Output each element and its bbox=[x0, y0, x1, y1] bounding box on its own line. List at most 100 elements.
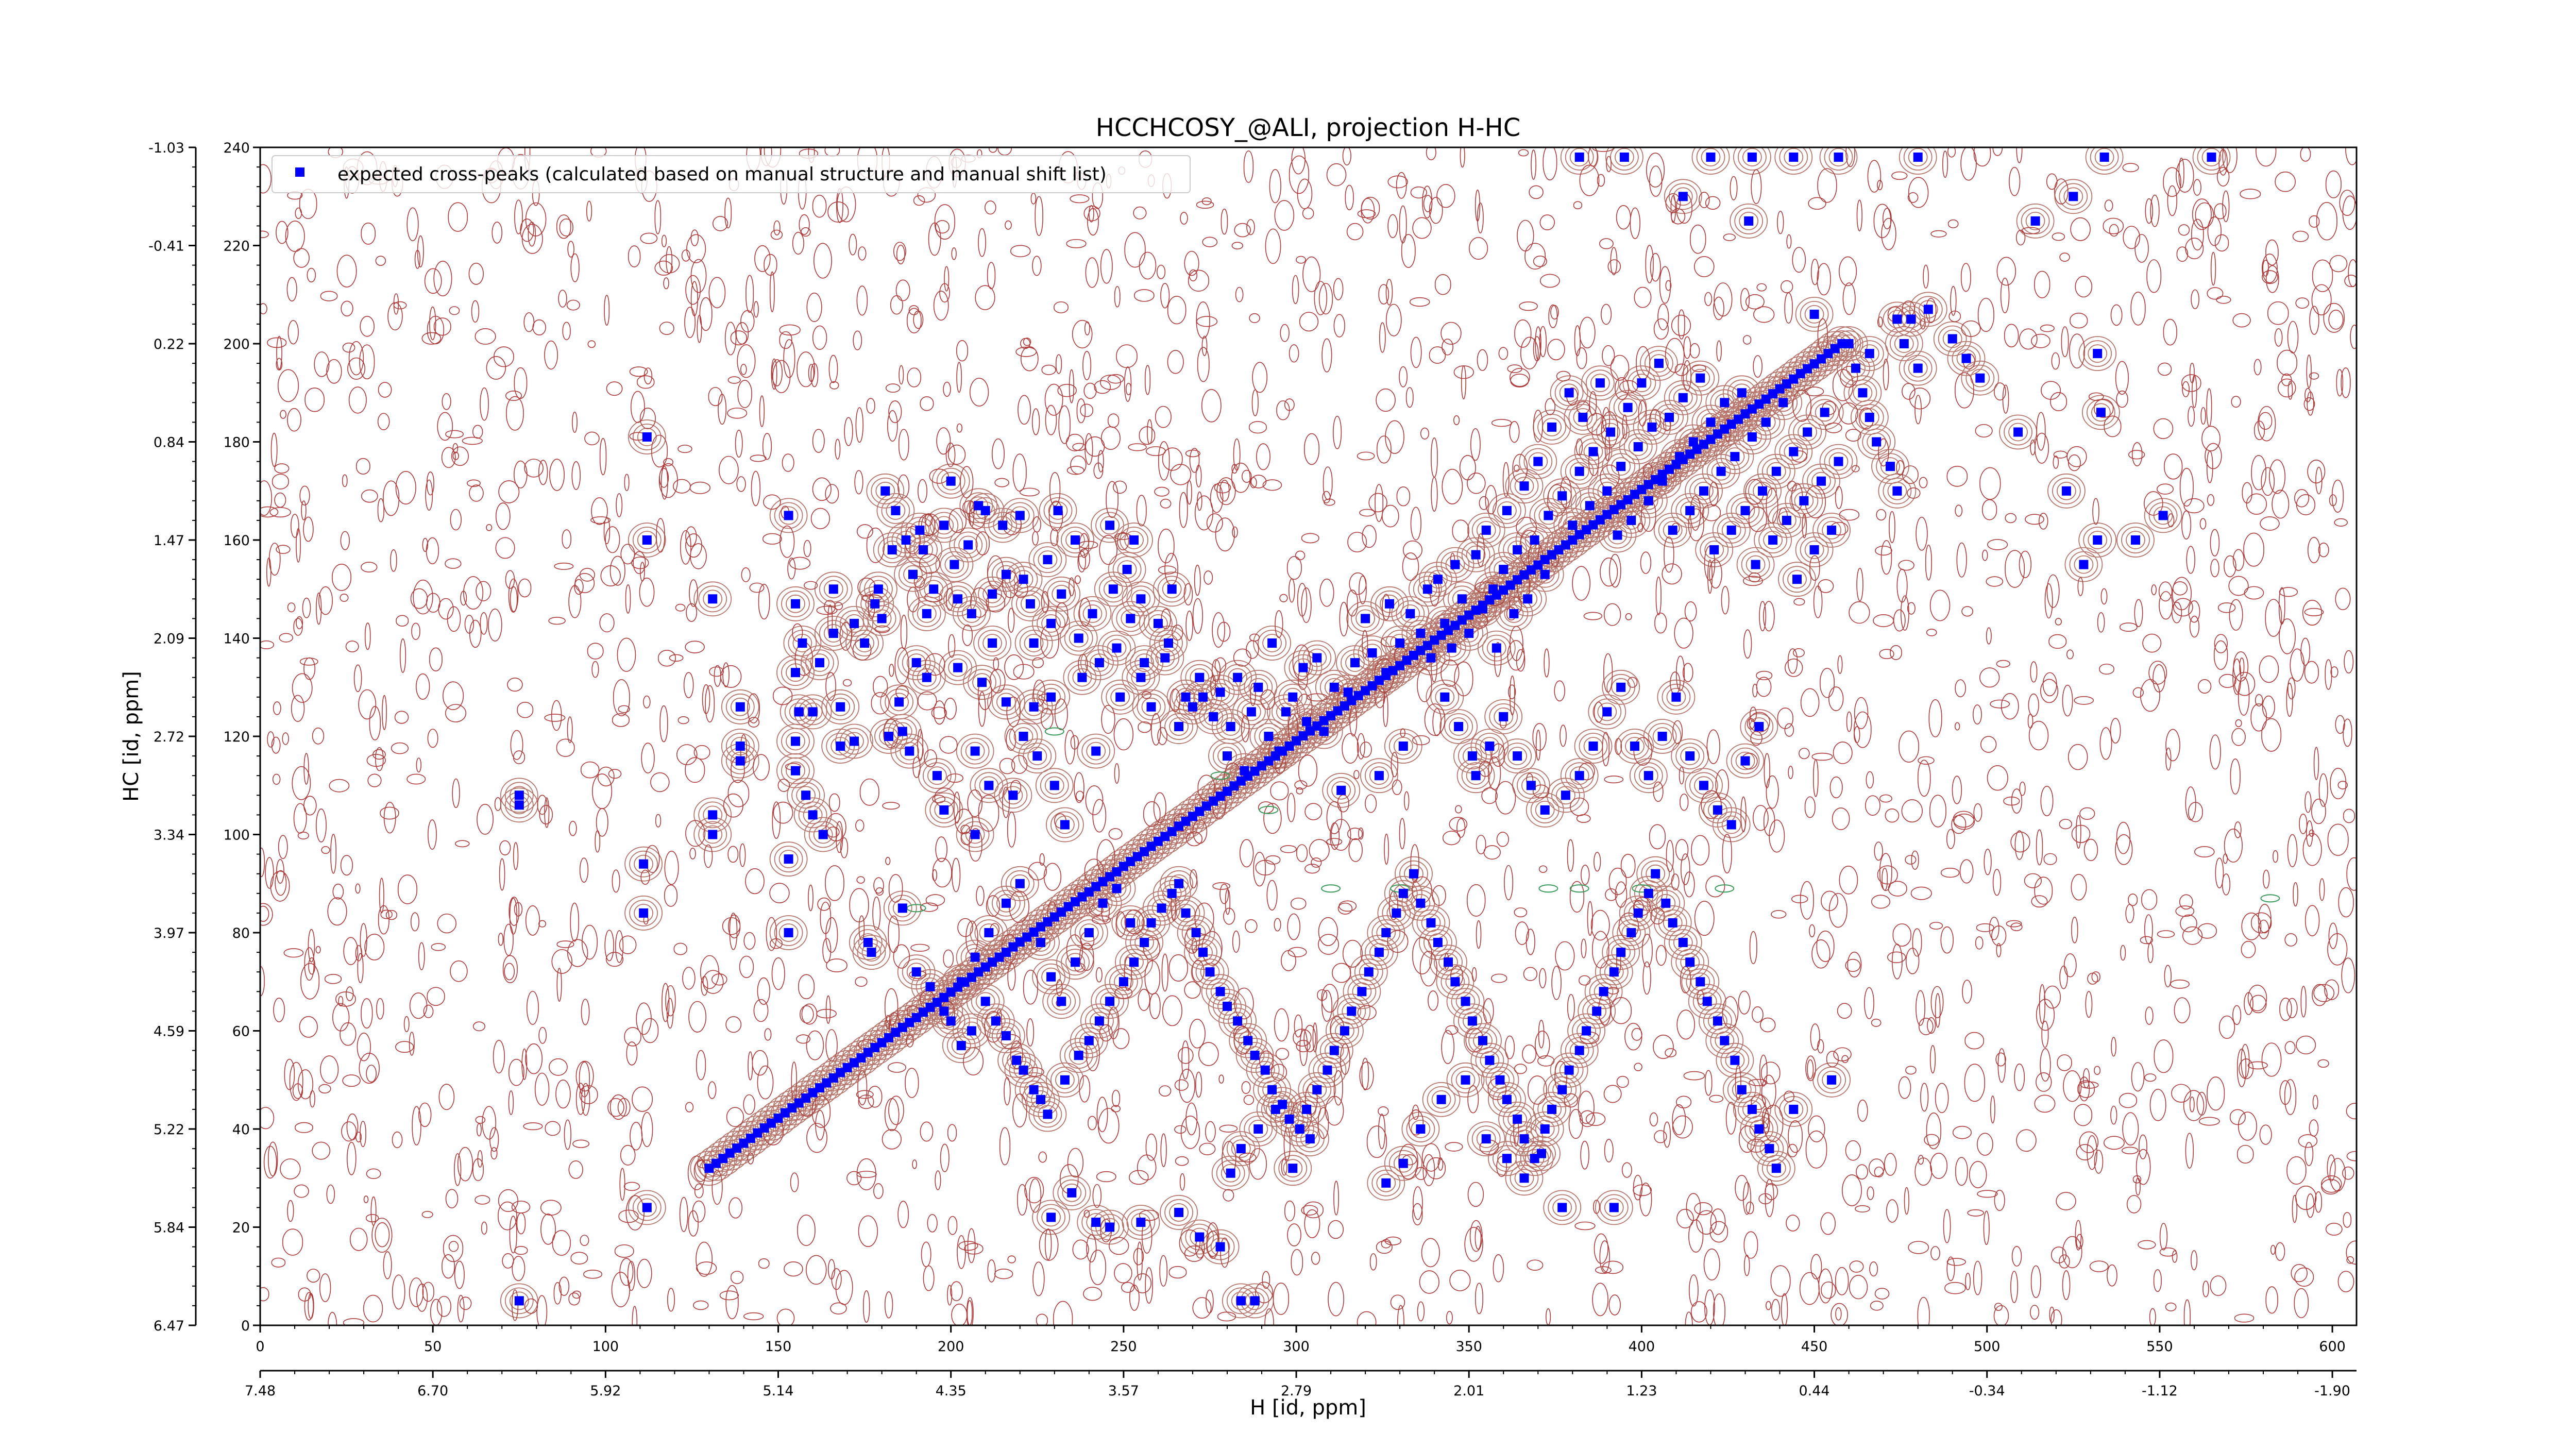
cross-peak-point bbox=[1347, 1006, 1357, 1016]
y-ppm-tick-label: -1.03 bbox=[148, 140, 184, 156]
cross-peak-point bbox=[1188, 702, 1197, 712]
cross-peak-point bbox=[1513, 751, 1522, 761]
cross-peak-point bbox=[784, 511, 793, 520]
cross-peak-point bbox=[1499, 565, 1509, 575]
cross-peak-point bbox=[1702, 997, 1712, 1006]
cross-peak-point bbox=[1226, 1168, 1235, 1178]
cross-peak-point bbox=[1094, 1016, 1104, 1026]
cross-peak-point bbox=[1398, 1158, 1408, 1168]
cross-peak-point bbox=[1761, 417, 1771, 427]
cross-peak-point bbox=[1053, 506, 1063, 515]
cross-peak-point bbox=[1540, 805, 1550, 815]
cross-peak-point bbox=[1236, 1144, 1246, 1154]
cross-peak-point bbox=[1167, 584, 1177, 594]
cross-peak-point bbox=[1057, 997, 1066, 1006]
cross-peak-point bbox=[836, 742, 845, 751]
cross-peak-point bbox=[1029, 702, 1039, 712]
cross-peak-point bbox=[1623, 402, 1633, 412]
expected-cross-peaks-series bbox=[514, 153, 2216, 1306]
cross-peak-point bbox=[1084, 928, 1094, 937]
cross-peak-point bbox=[1381, 1178, 1391, 1188]
cross-peak-point bbox=[514, 1296, 524, 1306]
cross-peak-point bbox=[1651, 869, 1660, 879]
cross-peak-point bbox=[1129, 535, 1139, 545]
x-ppm-tick-label: 2.01 bbox=[1453, 1383, 1484, 1399]
cross-peak-point bbox=[967, 1026, 976, 1036]
cross-peak-point bbox=[1478, 1036, 1487, 1046]
cross-peak-point bbox=[642, 535, 652, 545]
y-tick-label: 140 bbox=[223, 631, 250, 647]
x-tick-label: 250 bbox=[1110, 1339, 1137, 1355]
cross-peak-point bbox=[998, 520, 1008, 530]
cross-peak-point bbox=[1457, 594, 1467, 604]
x-tick-label: 400 bbox=[1629, 1339, 1655, 1355]
y-axis-ticks: 0 20 40 60 80 100 120 140 160 180 200 220 240 bbox=[223, 140, 260, 1334]
cross-peak-point bbox=[2069, 192, 2078, 201]
cross-peak-point bbox=[1643, 496, 1653, 506]
cross-peak-point bbox=[1678, 938, 1688, 947]
cross-peak-point bbox=[1740, 506, 1750, 515]
cross-peak-point bbox=[1409, 869, 1418, 879]
cross-peak-point bbox=[1191, 928, 1201, 937]
cross-peak-point bbox=[1215, 687, 1225, 697]
y-tick-label: 40 bbox=[232, 1122, 250, 1138]
cross-peak-point bbox=[1754, 1124, 1764, 1134]
cross-peak-point bbox=[1540, 1124, 1550, 1134]
cross-peak-point bbox=[1416, 898, 1426, 908]
cross-peak-point bbox=[1678, 192, 1688, 201]
cross-peak-point bbox=[1029, 1085, 1039, 1094]
cross-peak-point bbox=[1305, 1134, 1315, 1144]
x-ppm-tick-label: 7.48 bbox=[245, 1383, 276, 1399]
cross-peak-point bbox=[1205, 967, 1215, 977]
cross-peak-point bbox=[1892, 314, 1902, 324]
cross-peak-point bbox=[950, 560, 959, 569]
cross-peak-point bbox=[1215, 1242, 1225, 1252]
cross-peak-point bbox=[1364, 967, 1374, 977]
cross-peak-point bbox=[1105, 997, 1115, 1006]
cross-peak-point bbox=[1540, 569, 1550, 579]
cross-peak-point bbox=[1250, 1296, 1260, 1306]
negative-contour bbox=[1210, 771, 1230, 780]
cross-peak-point bbox=[1606, 427, 1616, 437]
cross-peak-point bbox=[1492, 643, 1501, 653]
cross-peak-point bbox=[1433, 575, 1443, 584]
cross-peak-point bbox=[1495, 1075, 1505, 1085]
y-ppm-axis: 6.47 5.84 5.22 4.59 3.97 3.34 2.72 2.09 1.47 0.84… bbox=[148, 140, 197, 1334]
cross-peak-point bbox=[905, 746, 914, 756]
cross-peak-point bbox=[1357, 987, 1367, 997]
cross-peak-point bbox=[1557, 1085, 1567, 1094]
cross-peak-point bbox=[1164, 638, 1173, 648]
cross-peak-point bbox=[1730, 1055, 1740, 1065]
chart-title: HCCHCOSY_@ALI, projection H-HC bbox=[1096, 113, 1521, 142]
negative-contour bbox=[1538, 884, 1558, 893]
cross-peak-point bbox=[808, 707, 818, 717]
peak-contours bbox=[500, 147, 2480, 1319]
cross-peak-point bbox=[919, 545, 928, 554]
cross-peak-point bbox=[1281, 707, 1291, 717]
cross-peak-point bbox=[1526, 781, 1536, 790]
cross-peak-point bbox=[1899, 339, 1909, 348]
cross-peak-point bbox=[1713, 1016, 1722, 1026]
cross-peak-point bbox=[1374, 948, 1384, 957]
cross-peak-point bbox=[1858, 388, 1868, 398]
cross-peak-point bbox=[1568, 520, 1578, 530]
cross-peak-point bbox=[1564, 388, 1574, 398]
cross-peak-point bbox=[1530, 535, 1539, 545]
cross-peak-point bbox=[1657, 732, 1667, 741]
cross-peak-point bbox=[1422, 584, 1432, 594]
cross-peak-point bbox=[1616, 948, 1626, 957]
cross-peak-point bbox=[1803, 427, 1812, 437]
cross-peak-point bbox=[1975, 373, 1985, 383]
cross-peak-point bbox=[1416, 1124, 1426, 1134]
cross-peak-point bbox=[1792, 575, 1802, 584]
cross-peak-point bbox=[836, 702, 845, 712]
cross-peak-point bbox=[1471, 550, 1481, 560]
y-ppm-tick-label: 4.59 bbox=[154, 1024, 184, 1040]
cross-peak-point bbox=[850, 736, 859, 746]
cross-peak-point bbox=[1547, 422, 1557, 432]
negative-contour bbox=[2461, 895, 2480, 902]
cross-peak-point bbox=[1057, 589, 1066, 599]
cross-peak-point bbox=[1765, 1144, 1774, 1154]
cross-peak-point bbox=[1827, 1075, 1837, 1085]
cross-peak-point bbox=[939, 805, 949, 815]
